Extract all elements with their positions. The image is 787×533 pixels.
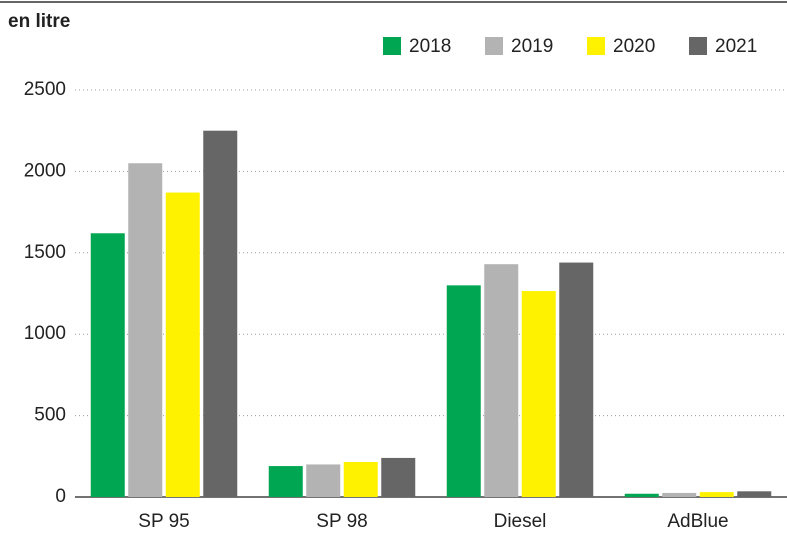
chart-title: en litre xyxy=(8,11,70,32)
bar xyxy=(446,285,481,497)
bar xyxy=(662,492,697,497)
x-tick-label: SP 95 xyxy=(138,511,189,532)
x-tick-label: Diesel xyxy=(494,511,547,532)
y-tick-label: 2000 xyxy=(24,160,66,181)
x-tick-label: AdBlue xyxy=(667,511,728,532)
legend-label: 2019 xyxy=(511,36,553,57)
y-tick-label: 2500 xyxy=(24,79,66,100)
bar xyxy=(128,163,163,497)
y-tick-label: 1000 xyxy=(24,323,66,344)
y-tick-label: 1500 xyxy=(24,242,66,263)
bar xyxy=(484,264,519,497)
bar xyxy=(381,457,416,497)
y-tick-label: 0 xyxy=(55,486,66,507)
x-tick-label: SP 98 xyxy=(316,511,367,532)
bar xyxy=(737,491,772,497)
legend-label: 2018 xyxy=(409,36,451,57)
legend-swatch xyxy=(587,37,605,55)
bar xyxy=(203,130,238,497)
bar xyxy=(343,461,378,497)
legend-label: 2020 xyxy=(613,36,655,57)
bar xyxy=(624,493,659,497)
legend-swatch xyxy=(383,37,401,55)
bar xyxy=(268,466,303,497)
bar xyxy=(521,291,556,497)
bar xyxy=(559,262,594,497)
legend-swatch xyxy=(485,37,503,55)
legend-swatch xyxy=(689,37,707,55)
bar xyxy=(90,233,125,497)
bar xyxy=(699,492,734,497)
legend-label: 2021 xyxy=(715,36,757,57)
bar xyxy=(306,464,341,497)
y-tick-label: 500 xyxy=(34,405,66,426)
bar xyxy=(165,192,200,497)
